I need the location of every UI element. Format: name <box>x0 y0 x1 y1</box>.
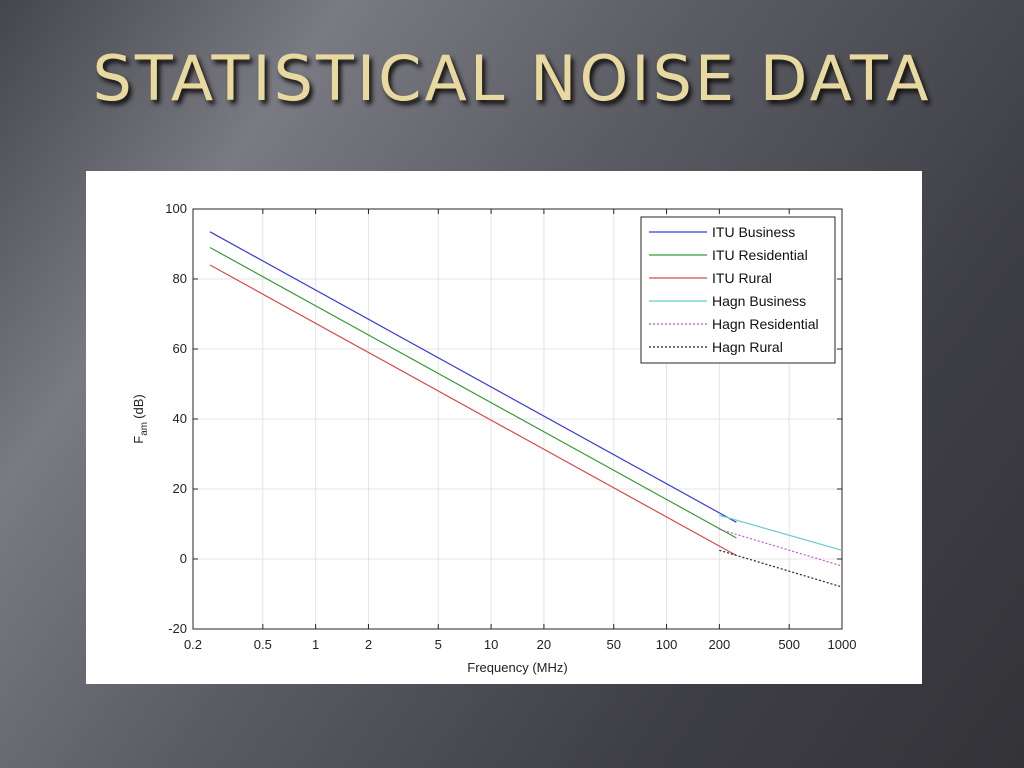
y-tick-label: 60 <box>173 341 187 356</box>
noise-chart: 0.2 0.5 1 2 5 10 20 50 100 200 500 1000 -20 0 20 40 60 80… <box>131 201 856 675</box>
y-axis-label-subscript: am <box>139 422 150 436</box>
x-tick-label: 2 <box>365 637 372 652</box>
chart-panel: 0.2 0.5 1 2 5 10 20 50 100 200 500 1000 -20 0 20 40 60 80… <box>86 171 922 684</box>
slide-title: STATISTICAL NOISE DATA <box>92 42 932 115</box>
series-line <box>719 549 843 588</box>
x-tick-label: 50 <box>606 637 620 652</box>
series-line <box>209 246 737 539</box>
series-line <box>209 231 737 523</box>
x-tick-label: 1000 <box>828 637 857 652</box>
legend-label: ITU Residential <box>712 247 808 263</box>
y-tick-label: -20 <box>168 621 187 636</box>
x-tick-label: 5 <box>435 637 442 652</box>
y-tick-label: 0 <box>180 551 187 566</box>
legend-label: ITU Business <box>712 224 795 240</box>
legend-label: Hagn Business <box>712 293 806 309</box>
y-tick-label: 20 <box>173 481 187 496</box>
series-line <box>209 264 737 557</box>
x-tick-label: 500 <box>778 637 800 652</box>
legend-box <box>640 216 836 364</box>
x-tick-label: 20 <box>537 637 551 652</box>
legend-label: Hagn Rural <box>712 339 783 355</box>
x-tick-label: 200 <box>709 637 731 652</box>
x-tick-label: 0.2 <box>184 637 202 652</box>
x-tick-label: 100 <box>656 637 678 652</box>
y-axis-label-main: F <box>131 436 146 444</box>
series-lines <box>209 231 843 588</box>
series-line <box>719 528 843 567</box>
series-line <box>719 514 843 551</box>
legend-label: Hagn Residential <box>712 316 819 332</box>
x-axis-label: Frequency (MHz) <box>467 660 567 675</box>
x-tick-label: 0.5 <box>254 637 272 652</box>
legend-label: ITU Rural <box>712 270 772 286</box>
y-axis-label: Fam (dB) <box>131 394 150 443</box>
x-tick-label: 10 <box>484 637 498 652</box>
x-tick-label: 1 <box>312 637 319 652</box>
tick-labels: 0.2 0.5 1 2 5 10 20 50 100 200 500 1000 -20 0 20 40 60 80… <box>165 201 856 652</box>
legend: ITU Business ITU Residential ITU Rural Hagn… <box>640 216 836 364</box>
y-tick-label: 100 <box>165 201 187 216</box>
y-tick-label: 40 <box>173 411 187 426</box>
y-axis-label-unit: (dB) <box>131 394 146 419</box>
y-tick-label: 80 <box>173 271 187 286</box>
